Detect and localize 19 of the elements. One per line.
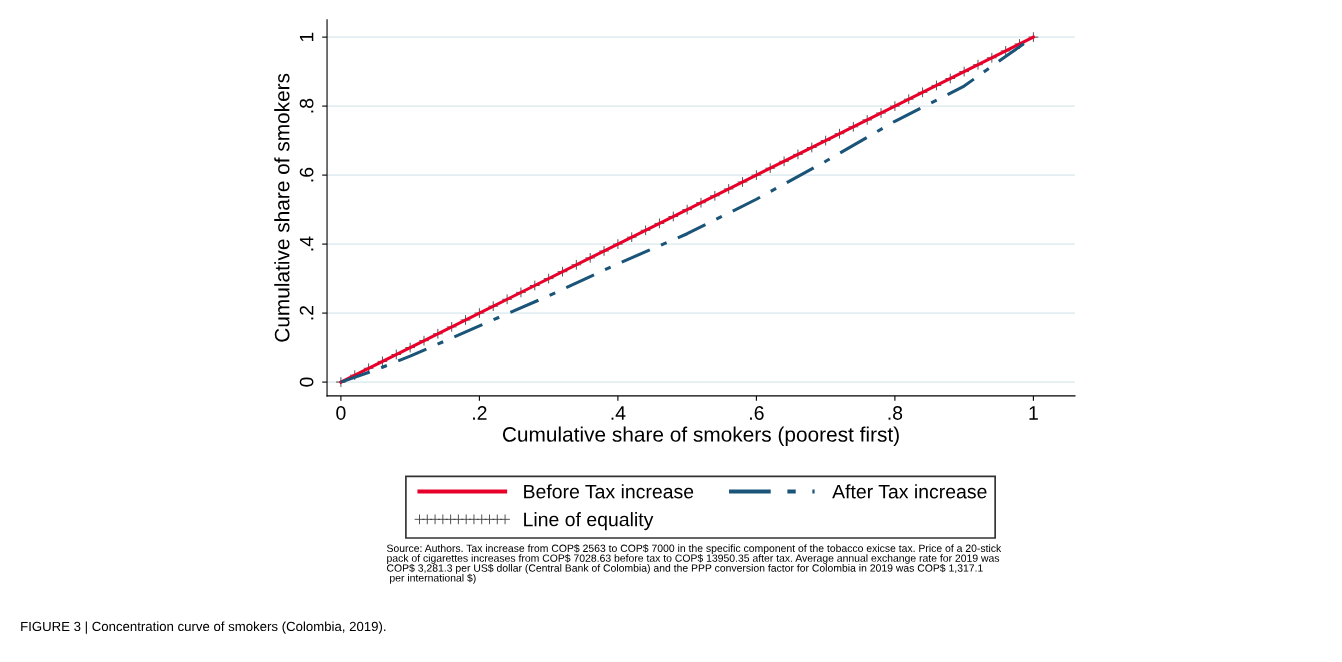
source-note: Source: Authors. Tax increase from COP$ 2563 to COP$ 7000 in the specific component of the tobacco exicse tax. Price of a 20-stick pack of cigarettes increases from COP$ 7028.63 before tax to COP$ 13950.35 after tax. Average annual exchange rate for 2019 was COP$ 3,281.3 per US$ dollar (Central Bank of Colombia) and the PPP conversion factor for Colombia in 2019 was COP$ 1,317.1 per international $) — [386, 544, 1002, 584]
y-tick-label: .6 — [299, 167, 314, 182]
x-tick-label: 0 — [336, 406, 346, 420]
caption: FIGURE 3 | Concentration curve of smokers (Colombia, 2019). — [21, 621, 386, 634]
x-tick-label: 1 — [1029, 406, 1038, 420]
y-axis-title: Cumulative share of smokers — [274, 73, 290, 342]
y-tick-label: .2 — [299, 305, 314, 320]
x-axis-title: Cumulative share of smokers (poorest first) — [502, 426, 899, 446]
y-tick-label: 1 — [299, 32, 314, 42]
legend-label: After Tax increase — [832, 484, 987, 499]
x-tick-label: .2 — [473, 406, 487, 420]
y-tick-label: .8 — [299, 98, 314, 113]
x-tick-label: .6 — [750, 406, 764, 420]
legend-label: Before Tax increase — [524, 484, 694, 499]
y-tick-label: 0 — [299, 377, 314, 387]
x-tick-label: .4 — [611, 406, 626, 420]
x-tick-label: .8 — [888, 406, 903, 420]
legend-label: Line of equality — [524, 512, 654, 531]
y-tick-label: .4 — [299, 236, 314, 251]
